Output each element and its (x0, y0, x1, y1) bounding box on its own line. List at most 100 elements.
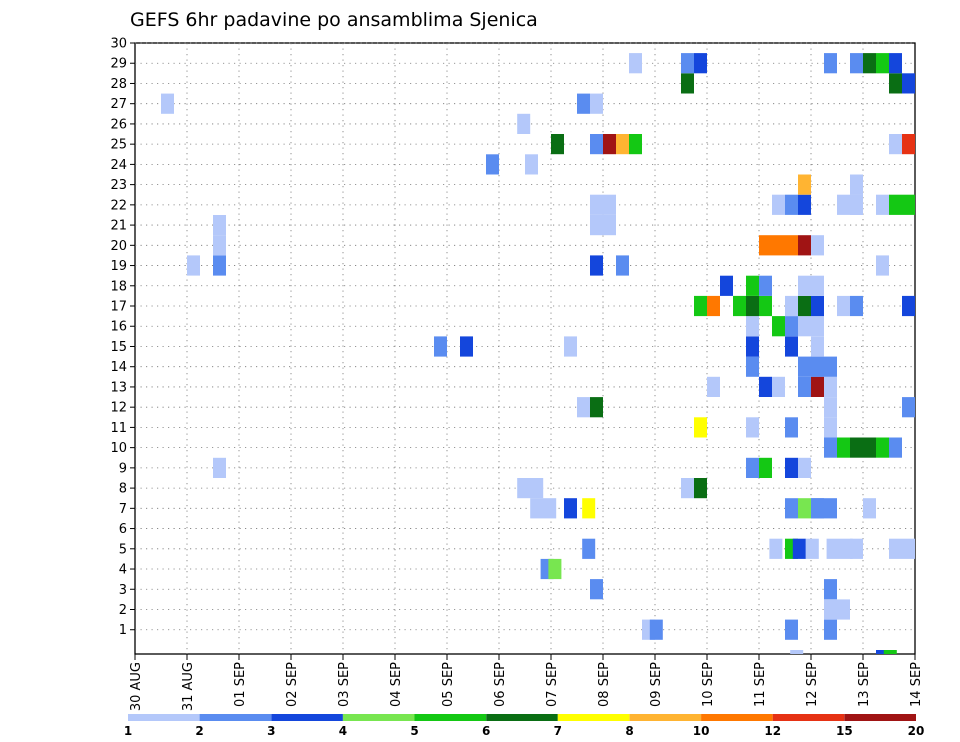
color-legend: 1 2 3 4 5 6 7 8 10 12 15 20 (124, 714, 925, 738)
precip-cell (876, 437, 889, 458)
y-axis-ticks: 1234567891011121314151617181920212223242… (110, 37, 135, 638)
y-tick-label: 18 (110, 279, 127, 294)
x-axis-ticks: 30 AUG 31 AUG 01 SEP 02 SEP 03 SEP 04 SEP 05 S… (129, 654, 924, 711)
precip-cell (811, 498, 824, 519)
precip-cell (876, 255, 889, 276)
precip-cell (811, 235, 824, 256)
precip-cell (772, 194, 785, 215)
precip-cell (681, 73, 694, 94)
legend-label: 4 (339, 724, 347, 738)
precip-cell (694, 295, 707, 317)
y-tick-label: 15 (110, 340, 127, 355)
y-tick-label: 19 (110, 259, 127, 274)
precip-cell (889, 73, 902, 94)
precip-cell (876, 194, 889, 215)
legend-label: 7 (554, 724, 562, 738)
precip-cell (792, 538, 806, 559)
precip-cell (694, 478, 707, 499)
precip-cell (824, 599, 850, 620)
precip-cell (486, 154, 499, 175)
precip-cell (746, 417, 759, 438)
precip-cell (746, 356, 759, 377)
precip-cell (681, 53, 694, 74)
precip-cell (746, 275, 759, 296)
precip-cell (707, 295, 720, 317)
precip-cell (798, 194, 811, 215)
x-tick-label: 02 SEP (285, 662, 300, 707)
precip-cell (590, 93, 603, 114)
precip-cell (525, 154, 538, 175)
precip-cell (889, 194, 902, 215)
precip-cell (798, 295, 811, 317)
y-tick-label: 9 (119, 461, 127, 476)
precip-cell (785, 619, 798, 640)
precip-cell (798, 498, 811, 519)
precip-cell (811, 356, 837, 377)
x-tick-label: 09 SEP (649, 662, 664, 707)
precip-cell (811, 376, 824, 397)
y-tick-label: 27 (110, 97, 127, 112)
precip-cell (850, 295, 863, 317)
legend-label: 1 (124, 724, 132, 738)
precip-cell (785, 336, 798, 357)
legend-swatch (199, 714, 272, 721)
precip-cell (850, 194, 863, 215)
x-tick-label: 12 SEP (805, 662, 820, 707)
precip-cell (850, 538, 863, 559)
precip-cell (759, 235, 772, 256)
precip-cell (772, 316, 785, 337)
precip-cell (187, 255, 200, 276)
y-tick-label: 2 (119, 603, 127, 618)
precip-cell (759, 275, 772, 296)
precip-cell (883, 650, 897, 654)
precip-cell (629, 134, 642, 155)
precip-cell (798, 457, 811, 478)
precip-cell (850, 53, 863, 74)
legend-swatch (342, 714, 415, 721)
legend-label: 6 (482, 724, 490, 738)
y-tick-label: 17 (110, 300, 127, 315)
precip-cell (850, 437, 863, 458)
precip-cell (902, 295, 915, 317)
precip-cell (590, 215, 616, 236)
y-tick-label: 21 (110, 219, 127, 234)
precip-cell (590, 255, 603, 276)
y-tick-label: 24 (110, 158, 127, 173)
precip-cell (161, 93, 174, 114)
legend-swatch (271, 714, 343, 721)
precip-cell (759, 376, 772, 397)
y-tick-label: 30 (110, 37, 127, 52)
precip-cell (649, 619, 663, 640)
precip-cell (681, 478, 694, 499)
precip-cell (772, 235, 798, 256)
precip-cell (213, 255, 226, 276)
precip-cell (694, 53, 707, 74)
precip-cell (517, 478, 544, 499)
precip-cell (850, 174, 863, 195)
y-tick-label: 22 (110, 198, 127, 213)
y-tick-label: 1 (119, 623, 127, 638)
precip-cell (785, 316, 798, 337)
precip-cell (805, 538, 819, 559)
precip-cell (707, 376, 720, 397)
legend-label: 3 (267, 724, 275, 738)
y-tick-label: 7 (119, 502, 127, 517)
precip-cell (548, 558, 562, 580)
precip-cell (876, 650, 889, 654)
precip-cell (590, 579, 603, 600)
precip-cell (798, 235, 811, 256)
precip-cell (769, 538, 783, 559)
precip-cell (902, 397, 915, 418)
precip-cell (785, 295, 798, 317)
y-tick-label: 25 (110, 138, 127, 153)
precip-cell (434, 336, 447, 357)
precip-cell (530, 498, 557, 519)
y-tick-label: 29 (110, 57, 127, 72)
legend-label: 20 (908, 724, 925, 738)
legend-label: 15 (836, 724, 853, 738)
precip-cell (790, 650, 804, 654)
precip-cell (824, 417, 837, 438)
legend-label: 2 (195, 724, 203, 738)
legend-label: 10 (693, 724, 710, 738)
